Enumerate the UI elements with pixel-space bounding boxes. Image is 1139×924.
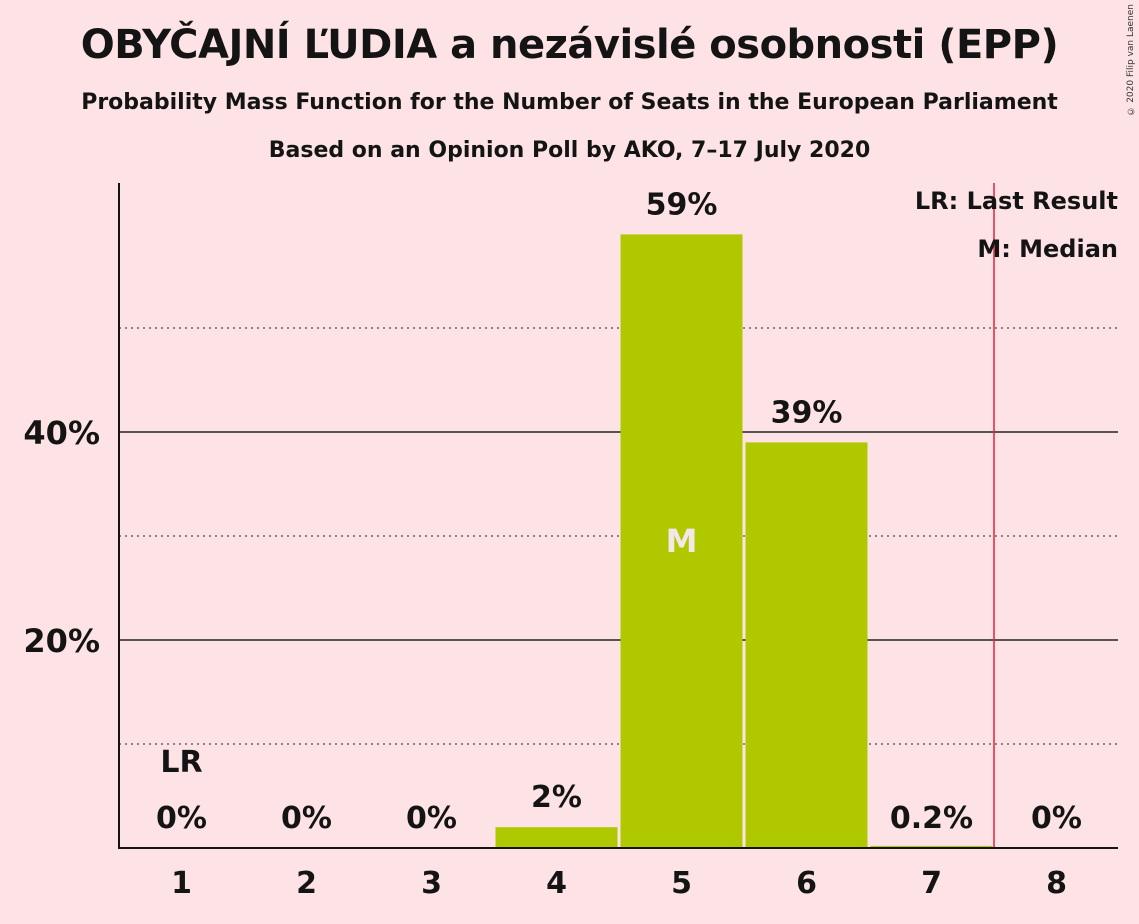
x-tick-label: 1 <box>171 866 192 901</box>
chart-source-subtitle: Based on an Opinion Poll by AKO, 7–17 Ju… <box>268 138 871 163</box>
x-tick-label: 4 <box>546 866 567 901</box>
x-tick-label: 7 <box>921 866 942 901</box>
data-label: 0.2% <box>890 801 973 836</box>
bar <box>495 827 618 848</box>
data-label: 2% <box>531 780 582 815</box>
legend-median: M: Median <box>977 235 1118 263</box>
median-marker: M <box>666 522 698 560</box>
bar <box>620 234 743 848</box>
bar <box>870 845 993 848</box>
chart-title: OBYČAJNÍ ĽUDIA a nezávislé osobnosti (EP… <box>80 22 1059 68</box>
x-tick-label: 5 <box>671 866 692 901</box>
x-tick-label: 2 <box>296 866 317 901</box>
legend-last-result: LR: Last Result <box>915 187 1118 215</box>
data-label: 0% <box>156 801 207 836</box>
data-label: 0% <box>406 801 457 836</box>
data-label: 0% <box>281 801 332 836</box>
last-result-marker: LR <box>160 745 202 780</box>
x-tick-label: 8 <box>1046 866 1067 901</box>
data-label: 59% <box>646 187 718 222</box>
gridlines <box>119 327 1118 745</box>
chart-subtitle: Probability Mass Function for the Number… <box>81 90 1058 115</box>
x-tick-label: 3 <box>421 866 442 901</box>
axes: 20% 40% 1 2 3 4 5 6 7 8 <box>23 183 1118 901</box>
x-tick-label: 6 <box>796 866 817 901</box>
y-tick-label: 20% <box>23 622 100 660</box>
data-labels: 0% 0% 0% 2% 59% 39% 0.2% 0% M LR <box>156 187 1082 836</box>
bar <box>745 442 868 848</box>
y-tick-label: 40% <box>23 414 100 452</box>
data-label: 39% <box>771 395 843 430</box>
data-label: 0% <box>1031 801 1082 836</box>
bars <box>495 234 993 848</box>
